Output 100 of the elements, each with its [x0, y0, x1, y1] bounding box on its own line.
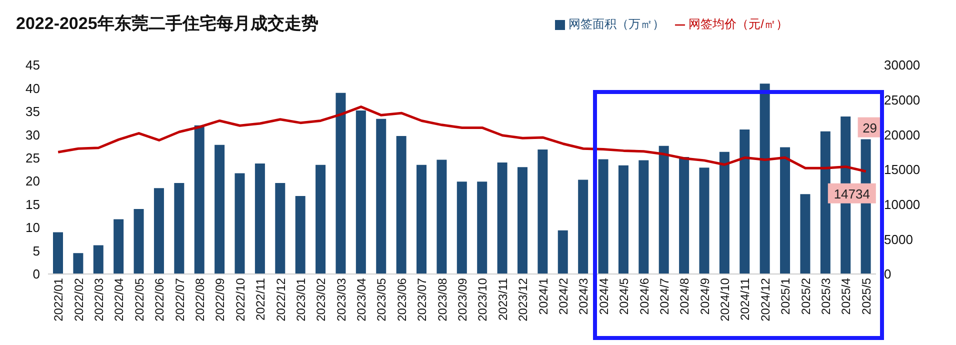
chart-title: 2022-2025年东莞二手住宅每月成交走势	[16, 13, 318, 35]
x-tick-label: 2023/04	[354, 278, 369, 322]
y2-tick-label: 10000	[884, 196, 920, 212]
y-tick-label: 30	[26, 127, 40, 142]
data-label: 29	[862, 120, 878, 136]
y2-tick-label: 20000	[884, 127, 920, 142]
bar	[517, 167, 528, 274]
x-tick-label: 2024/1	[536, 278, 550, 315]
bar	[638, 160, 649, 274]
bar	[497, 162, 508, 274]
x-tick-label: 2024/12	[758, 278, 772, 322]
bar	[174, 182, 184, 274]
x-tick-label: 2024/7	[657, 278, 672, 315]
x-tick-label: 2025/5	[859, 278, 874, 315]
x-tick-label: 2023/12	[516, 278, 530, 322]
x-tick-label: 2024/6	[637, 278, 652, 315]
bar	[800, 194, 810, 274]
x-tick-label: 2022/03	[92, 278, 106, 322]
data-label: 14734	[834, 186, 870, 202]
bar	[416, 164, 427, 274]
y-tick-label: 10	[26, 220, 40, 236]
y-tick-label: 5	[32, 243, 40, 258]
bar	[820, 131, 830, 274]
x-tick-label: 2024/10	[718, 278, 732, 322]
y-tick-label: 40	[26, 80, 40, 96]
bar	[93, 245, 104, 274]
bar	[558, 230, 568, 274]
bar	[356, 110, 366, 274]
x-tick-label: 2025/1	[778, 278, 793, 315]
y2-tick-label: 0	[884, 266, 892, 282]
x-tick-label: 2023/01	[294, 278, 308, 322]
x-tick-label: 2023/02	[314, 278, 328, 322]
bar	[275, 182, 286, 274]
y-tick-label: 15	[26, 196, 40, 212]
bar	[760, 84, 770, 274]
bar	[679, 156, 690, 274]
x-tick-label: 2022/11	[254, 278, 268, 320]
x-tick-label: 2023/09	[456, 278, 470, 322]
x-tick-label: 2024/3	[576, 278, 591, 315]
bar	[538, 150, 548, 274]
x-tick-label: 2022/08	[192, 278, 207, 322]
x-tick-label: 2023/06	[394, 278, 409, 322]
x-tick-label: 2022/01	[52, 278, 66, 322]
bar	[658, 146, 669, 274]
x-tick-label: 2023/11	[496, 278, 510, 320]
bar	[134, 208, 144, 274]
x-tick-label: 2024/8	[678, 278, 692, 315]
x-tick-label: 2023/07	[415, 278, 430, 322]
y2-tick-label: 30000	[884, 58, 920, 73]
x-tick-label: 2025/2	[798, 278, 813, 315]
x-tick-label: 2022/12	[274, 278, 288, 322]
x-tick-label: 2022/02	[72, 278, 86, 322]
y2-tick-label: 5000	[884, 232, 913, 247]
y-tick-label: 35	[26, 104, 40, 120]
y-tick-label: 25	[26, 150, 40, 166]
legend-label: 网签面积（万㎡）	[568, 17, 665, 31]
bar	[456, 182, 467, 274]
bar	[436, 160, 447, 274]
x-tick-label: 2022/10	[233, 278, 248, 322]
bar	[234, 173, 245, 274]
bar	[316, 164, 326, 274]
x-tick-label: 2024/5	[617, 278, 632, 315]
bar	[780, 147, 790, 274]
bar	[618, 165, 628, 274]
x-tick-label: 2025/3	[819, 278, 834, 315]
bar	[336, 92, 346, 274]
x-tick-label: 2022/09	[213, 278, 228, 322]
y-tick-label: 45	[26, 58, 40, 73]
bar	[53, 232, 63, 274]
bar	[73, 253, 84, 274]
y2-tick-label: 25000	[884, 92, 920, 108]
legend-label: 网签均价（元/㎡）	[688, 17, 788, 31]
x-tick-label: 2023/03	[334, 278, 348, 322]
x-tick-label: 2023/10	[476, 278, 490, 322]
bar	[194, 125, 204, 274]
x-tick-label: 2023/08	[435, 278, 450, 322]
x-tick-label: 2024/9	[698, 278, 712, 315]
x-tick-label: 2022/07	[172, 278, 187, 322]
y-tick-label: 20	[26, 174, 40, 189]
bar	[699, 168, 710, 274]
x-tick-label: 2022/06	[152, 278, 167, 322]
bar	[578, 180, 588, 274]
bar	[477, 182, 488, 274]
bar	[396, 136, 406, 274]
bar	[214, 144, 225, 274]
bar	[740, 130, 750, 274]
bar	[114, 219, 124, 274]
bar	[598, 159, 608, 274]
x-tick-label: 2022/05	[132, 278, 146, 322]
x-tick-label: 2024/4	[596, 278, 611, 315]
x-tick-label: 2024/11	[738, 278, 752, 320]
bar	[719, 152, 730, 274]
x-tick-label: 2025/4	[839, 278, 854, 315]
x-tick-label: 2022/04	[112, 278, 126, 322]
x-tick-label: 2023/05	[374, 278, 389, 322]
bar	[295, 196, 306, 274]
bar	[254, 163, 265, 274]
y-tick-label: 0	[32, 266, 40, 282]
bar	[376, 118, 386, 274]
y2-tick-label: 15000	[884, 162, 920, 178]
